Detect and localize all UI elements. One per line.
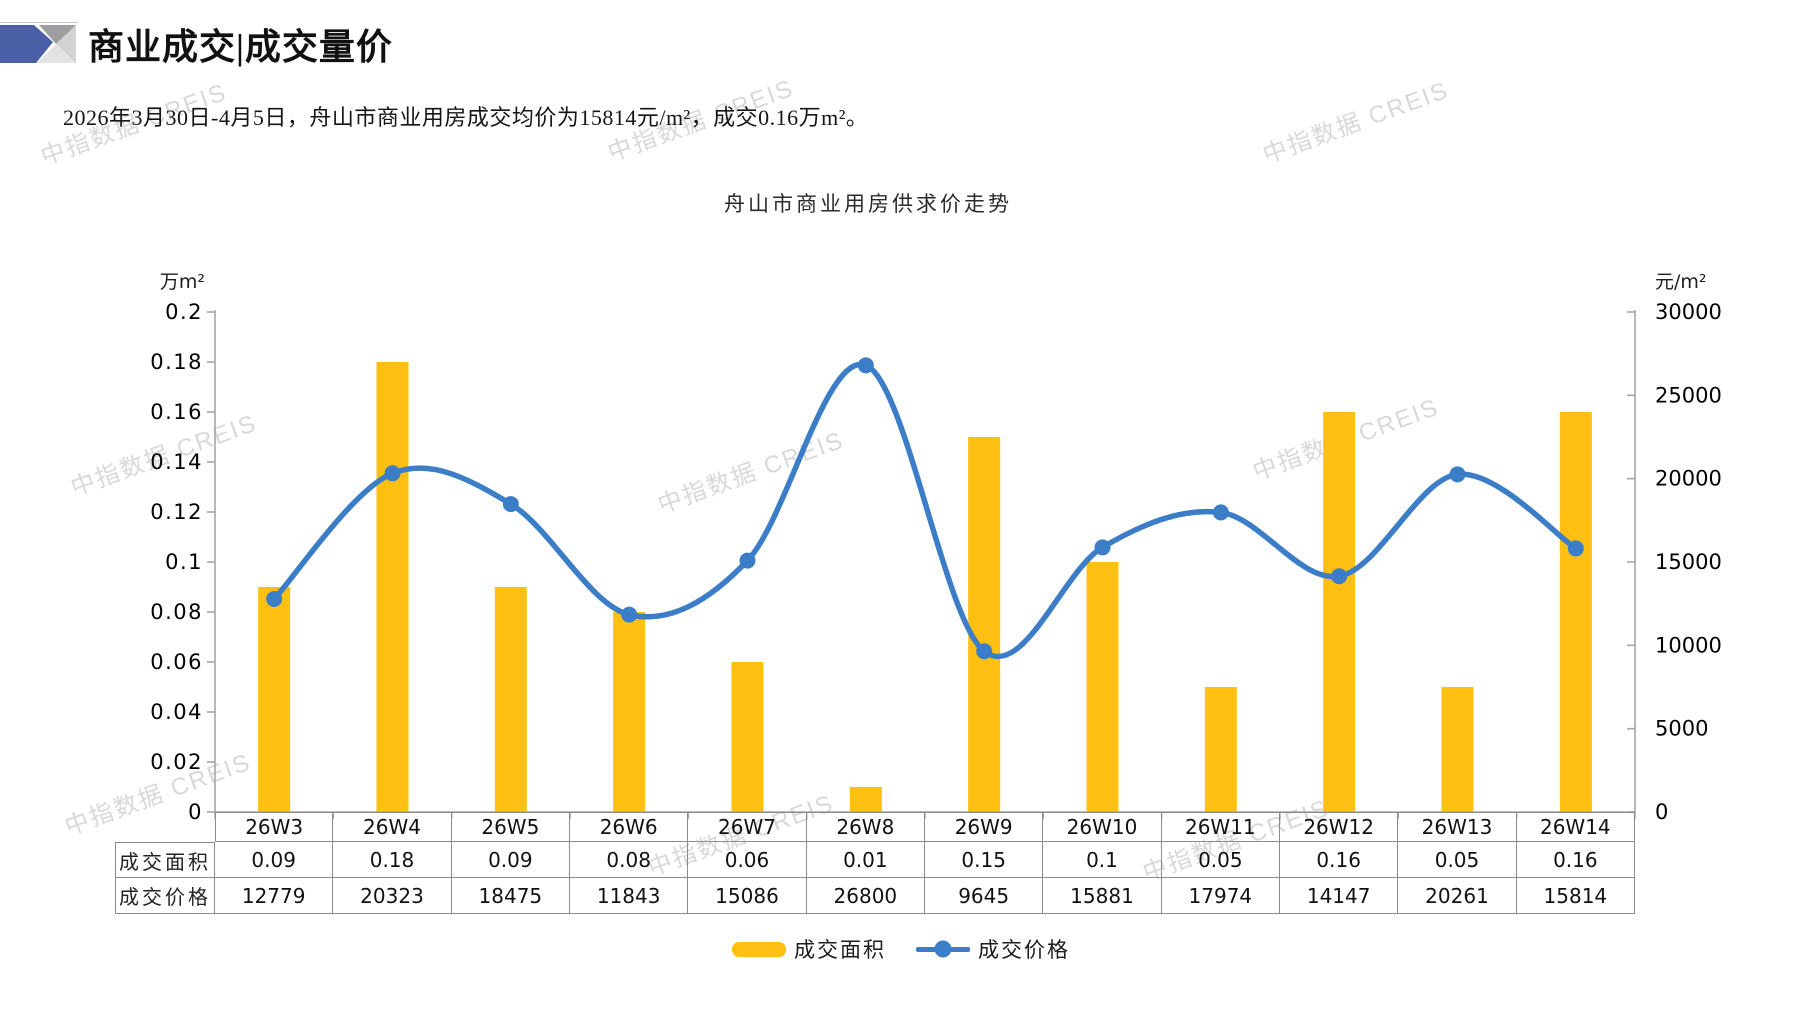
bar-26W5 bbox=[494, 587, 527, 812]
price-point-26W11 bbox=[1212, 504, 1229, 521]
table-cell-26W4-r0: 0.18 bbox=[333, 842, 452, 878]
watermark-text: 中指数据 CREIS bbox=[1259, 76, 1453, 170]
left-axis-label: 0.04 bbox=[150, 700, 203, 724]
price-point-26W12 bbox=[1331, 568, 1348, 585]
right-axis-label: 15000 bbox=[1655, 550, 1722, 574]
column-header-26W13: 26W13 bbox=[1398, 812, 1517, 842]
table-cell-26W10-r0: 0.1 bbox=[1043, 842, 1162, 878]
data-table: 26W3 26W4 26W5 26W6 26W7 26W8 26W9 26W10 26W11 26… bbox=[115, 812, 1635, 914]
table-cell-26W6-r1: 11843 bbox=[570, 878, 689, 914]
chart-title: 舟山市商业用房供求价走势 bbox=[724, 192, 1012, 216]
row-header-0: 成交面积 bbox=[115, 842, 215, 878]
table-cell-26W7-r0: 0.06 bbox=[688, 842, 807, 878]
column-header-26W10: 26W10 bbox=[1043, 812, 1162, 842]
price-point-26W13 bbox=[1449, 466, 1466, 483]
legend-label-price: 成交价格 bbox=[978, 938, 1070, 962]
price-point-26W4 bbox=[384, 465, 401, 482]
right-axis-label: 0 bbox=[1655, 800, 1668, 824]
price-point-26W10 bbox=[1094, 539, 1111, 556]
bar-26W13 bbox=[1441, 687, 1474, 812]
legend-bar-swatch bbox=[732, 941, 786, 957]
legend-item-price: 成交价格 bbox=[916, 934, 1070, 964]
creis-logo-icon bbox=[0, 25, 76, 63]
chart-legend: 成交面积 成交价格 bbox=[732, 934, 1070, 964]
legend-item-area: 成交面积 bbox=[732, 934, 886, 964]
bar-26W9 bbox=[968, 437, 1001, 812]
table-cell-26W12-r0: 0.16 bbox=[1280, 842, 1399, 878]
column-header-26W4: 26W4 bbox=[333, 812, 452, 842]
legend-dot-swatch bbox=[934, 940, 952, 958]
watermark-text: 中指数据 CREIS bbox=[67, 409, 261, 503]
right-axis-label: 10000 bbox=[1655, 633, 1722, 657]
bar-26W14 bbox=[1559, 412, 1592, 812]
table-cell-26W11-r1: 17974 bbox=[1161, 878, 1280, 914]
watermark-text: 中指数据 CREIS bbox=[654, 426, 848, 520]
left-axis-label: 0.16 bbox=[150, 400, 203, 424]
right-axis-label: 25000 bbox=[1655, 383, 1722, 407]
table-cell-26W5-r0: 0.09 bbox=[451, 842, 570, 878]
table-cell-26W3-r0: 0.09 bbox=[215, 842, 334, 878]
table-cell-26W8-r1: 26800 bbox=[806, 878, 925, 914]
row-header-1: 成交价格 bbox=[115, 878, 215, 914]
bar-26W6 bbox=[613, 612, 646, 812]
table-cell-26W13-r0: 0.05 bbox=[1398, 842, 1517, 878]
column-header-26W9: 26W9 bbox=[925, 812, 1044, 842]
price-point-26W8 bbox=[857, 357, 874, 374]
price-point-26W5 bbox=[502, 496, 519, 513]
table-cell-26W5-r1: 18475 bbox=[451, 878, 570, 914]
left-axis-label: 0.1 bbox=[165, 550, 203, 574]
left-axis-label: 0.08 bbox=[150, 600, 203, 624]
table-cell-26W7-r1: 15086 bbox=[688, 878, 807, 914]
legend-line-swatch bbox=[916, 940, 970, 958]
column-header-26W3: 26W3 bbox=[215, 812, 334, 842]
right-axis-label: 20000 bbox=[1655, 467, 1722, 491]
table-cell-26W14-r0: 0.16 bbox=[1516, 842, 1635, 878]
bar-26W3 bbox=[258, 587, 291, 812]
left-axis-label: 0.12 bbox=[150, 500, 203, 524]
table-cell-26W14-r1: 15814 bbox=[1516, 878, 1635, 914]
watermark-text: 中指数据 CREIS bbox=[1249, 393, 1443, 487]
right-axis-unit: 元/m² bbox=[1655, 271, 1707, 293]
left-axis-label: 0.18 bbox=[150, 350, 203, 374]
table-cell-26W12-r1: 14147 bbox=[1280, 878, 1399, 914]
table-cell-26W8-r0: 0.01 bbox=[806, 842, 925, 878]
creis-logo bbox=[0, 22, 78, 64]
page-subtitle: 2026年3月30日-4月5日，舟山市商业用房成交均价为15814元/m²，成交… bbox=[63, 105, 869, 130]
right-axis-label: 30000 bbox=[1655, 300, 1722, 324]
right-axis-label: 5000 bbox=[1655, 717, 1708, 741]
left-axis-label: 0.2 bbox=[165, 300, 203, 324]
page-title: 商业成交|成交量价 bbox=[88, 27, 393, 67]
column-header-26W6: 26W6 bbox=[570, 812, 689, 842]
price-point-26W3 bbox=[266, 591, 283, 608]
table-cell-26W11-r0: 0.05 bbox=[1161, 842, 1280, 878]
left-axis-unit: 万m² bbox=[160, 271, 205, 293]
column-header-26W12: 26W12 bbox=[1280, 812, 1399, 842]
price-point-26W7 bbox=[739, 552, 756, 569]
table-cell-26W4-r1: 20323 bbox=[333, 878, 452, 914]
bar-26W10 bbox=[1086, 562, 1119, 812]
price-point-26W6 bbox=[621, 606, 638, 623]
table-cell-26W9-r1: 9645 bbox=[925, 878, 1044, 914]
bar-26W7 bbox=[731, 662, 764, 812]
bar-26W11 bbox=[1204, 687, 1237, 812]
table-cell-26W9-r0: 0.15 bbox=[925, 842, 1044, 878]
column-header-26W8: 26W8 bbox=[806, 812, 925, 842]
bar-26W4 bbox=[376, 362, 409, 812]
bar-26W8 bbox=[849, 787, 882, 812]
price-point-26W9 bbox=[976, 643, 993, 660]
column-header-26W11: 26W11 bbox=[1161, 812, 1280, 842]
bar-26W12 bbox=[1323, 412, 1356, 812]
price-point-26W14 bbox=[1567, 540, 1584, 557]
column-header-26W7: 26W7 bbox=[688, 812, 807, 842]
column-header-26W14: 26W14 bbox=[1516, 812, 1635, 842]
table-cell-26W3-r1: 12779 bbox=[215, 878, 334, 914]
table-cell-26W6-r0: 0.08 bbox=[570, 842, 689, 878]
table-cell-26W10-r1: 15881 bbox=[1043, 878, 1162, 914]
table-corner-blank bbox=[115, 812, 215, 842]
legend-label-area: 成交面积 bbox=[794, 938, 886, 962]
left-axis-label: 0.06 bbox=[150, 650, 203, 674]
column-header-26W5: 26W5 bbox=[451, 812, 570, 842]
table-cell-26W13-r1: 20261 bbox=[1398, 878, 1517, 914]
